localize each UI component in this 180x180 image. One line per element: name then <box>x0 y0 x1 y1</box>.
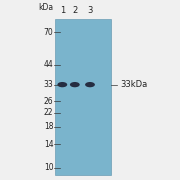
Text: 14: 14 <box>44 140 53 149</box>
Text: 18: 18 <box>44 122 53 131</box>
Text: 33kDa: 33kDa <box>120 80 148 89</box>
Ellipse shape <box>57 82 67 87</box>
Text: 10: 10 <box>44 163 53 172</box>
Text: 44: 44 <box>44 60 53 69</box>
Bar <box>55 19 111 175</box>
Ellipse shape <box>85 82 95 87</box>
Text: kDa: kDa <box>38 3 53 12</box>
Text: 26: 26 <box>44 97 53 106</box>
Text: 70: 70 <box>44 28 53 37</box>
Text: 2: 2 <box>72 6 77 15</box>
Text: 1: 1 <box>60 6 65 15</box>
Text: 3: 3 <box>87 6 93 15</box>
Ellipse shape <box>70 82 80 87</box>
Text: 22: 22 <box>44 108 53 117</box>
Text: 33: 33 <box>44 80 53 89</box>
